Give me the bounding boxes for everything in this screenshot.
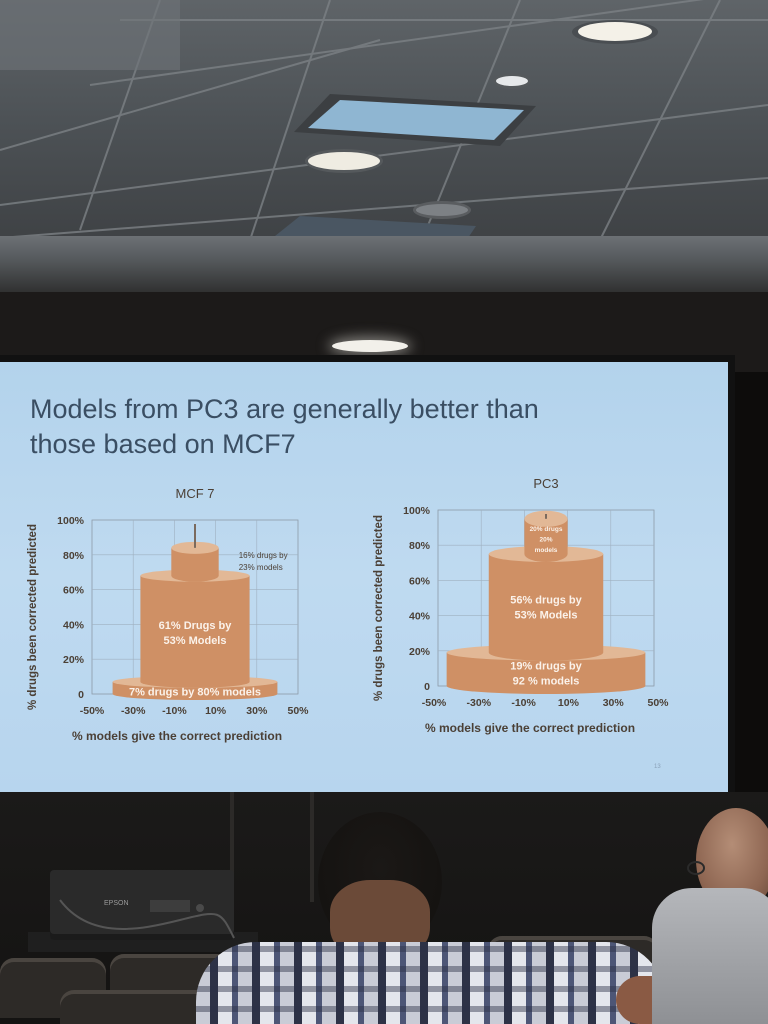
- x-tick-label: -10%: [162, 705, 187, 717]
- y-tick-label: 80%: [409, 540, 431, 552]
- y-tick-label: 80%: [63, 550, 85, 562]
- x-tick-label: 30%: [603, 697, 625, 709]
- y-tick-label: 100%: [57, 515, 85, 527]
- chart-title: PC3: [533, 476, 558, 491]
- mcf7-chart: MCF 7 -50% -30% -10% 10% 30% 50% 0 20% 40% 60% 80% 1…: [27, 486, 309, 743]
- tier-label: 16% drugs by: [239, 551, 288, 560]
- tier-label: 56% drugs by: [510, 594, 582, 606]
- pc3-chart: PC3 -50% -30% -10% 10% 30% 50% 0 20% 40% 60% 80% 100…: [373, 476, 669, 735]
- y-axis-label: % drugs been corrected predicted: [373, 515, 385, 701]
- pyramid-tier: [524, 518, 568, 562]
- chart-title: MCF 7: [176, 486, 215, 501]
- attendee-shirt: [652, 888, 768, 1024]
- slide-title: Models from PC3 are generally better tha…: [30, 392, 670, 462]
- projector-label: EPSON: [104, 900, 129, 907]
- y-tick-label: 20%: [409, 646, 431, 658]
- tier-label: 20%: [539, 537, 552, 544]
- projection-screen: [0, 362, 728, 792]
- x-tick-label: -50%: [422, 697, 447, 709]
- slide-page-number: 13: [654, 764, 661, 770]
- tier-label: models: [535, 547, 558, 554]
- tier-label: 53% Models: [164, 635, 227, 647]
- x-tick-label: 10%: [205, 705, 227, 717]
- y-axis-label: % drugs been corrected predicted: [27, 524, 39, 710]
- slide-title-line1: Models from PC3 are generally better tha…: [30, 394, 539, 424]
- x-tick-label: 30%: [246, 705, 268, 717]
- x-tick-label: -10%: [511, 697, 536, 709]
- ceiling-light: [416, 204, 468, 216]
- tier-label: 23% models: [239, 563, 283, 572]
- y-tick-label: 60%: [409, 575, 431, 587]
- ceiling-light: [496, 76, 528, 86]
- ceiling-vent: [294, 94, 536, 146]
- x-axis-label: % models give the correct prediction: [425, 721, 635, 735]
- x-tick-label: 10%: [558, 697, 580, 709]
- attendee-shirt: [196, 942, 666, 1024]
- projector-cables: [59, 899, 235, 939]
- tier-label: 92 % models: [513, 675, 580, 687]
- soffit: [0, 236, 768, 296]
- attendee-shirt-checks: [196, 942, 666, 1024]
- ceiling-grid: [0, 0, 768, 246]
- y-tick-label: 20%: [63, 654, 85, 666]
- x-tick-label: -30%: [121, 705, 146, 717]
- y-tick-label: 0: [78, 689, 84, 701]
- y-tick-label: 40%: [63, 619, 85, 631]
- tier-label: 53% Models: [515, 609, 578, 621]
- pyramid-tier: [446, 652, 646, 694]
- x-tick-label: 50%: [647, 697, 669, 709]
- x-tick-label: 50%: [287, 705, 309, 717]
- tier-label: 7% drugs by 80% models: [129, 686, 261, 698]
- y-tick-label: 60%: [63, 585, 85, 597]
- y-tick-label: 100%: [403, 505, 431, 517]
- pyramid-tier: [140, 575, 250, 688]
- x-tick-label: -30%: [467, 697, 492, 709]
- tier-label: 61% Drugs by: [159, 620, 233, 632]
- ceiling-light: [308, 152, 380, 170]
- glasses-icon: [687, 861, 705, 875]
- x-axis-label: % models give the correct prediction: [72, 729, 282, 743]
- y-tick-label: 40%: [409, 611, 431, 623]
- y-tick-label: 0: [424, 681, 430, 693]
- ceiling-light: [578, 22, 652, 41]
- x-tick-label: -50%: [80, 705, 105, 717]
- tier-label: 19% drugs by: [510, 660, 582, 672]
- pyramid-tier: [488, 554, 604, 661]
- tier-label: 20% drugs: [530, 526, 563, 533]
- pyramid-tier: [171, 547, 219, 582]
- stage-light: [332, 340, 408, 352]
- slide-title-line2: those based on MCF7: [30, 429, 296, 459]
